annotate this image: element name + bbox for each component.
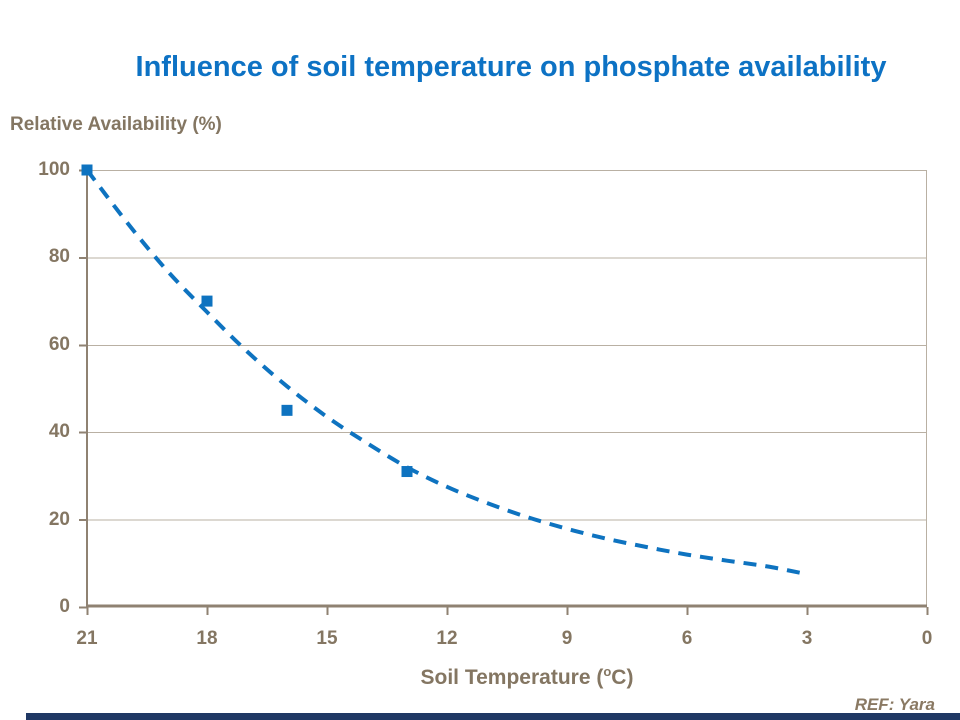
y-tick-label: 20	[48, 508, 70, 530]
y-tick-label: 0	[59, 596, 70, 617]
y-tick-label: 60	[48, 333, 70, 355]
data-point-marker	[81, 164, 93, 176]
y-tick-label: 80	[48, 246, 70, 268]
x-axis-title-text: Soil Temperature (	[420, 666, 604, 689]
y-tick-label: 100	[38, 159, 70, 180]
trendline-dashed	[85, 168, 808, 577]
x-tick-label: 15	[316, 628, 338, 649]
data-point-marker	[201, 295, 213, 307]
data-point-marker	[281, 404, 293, 416]
x-tick-label: 0	[921, 628, 933, 649]
reference-credit: REF: Yara	[854, 695, 935, 714]
x-axis-title-unit: C)	[611, 666, 634, 689]
y-tick-label: 40	[48, 421, 70, 443]
degree-superscript: o	[603, 664, 612, 679]
footer-bar	[26, 713, 960, 720]
x-tick-label: 18	[196, 628, 218, 649]
x-tick-label: 6	[681, 628, 693, 649]
y-axis-title: Relative Availability (%)	[10, 114, 222, 135]
x-tick-label: 12	[436, 628, 458, 649]
plot-border	[87, 170, 927, 607]
data-point-marker	[401, 466, 413, 478]
x-tick-label: 9	[561, 628, 573, 649]
x-axis-title: Soil Temperature (oC)	[0, 664, 960, 690]
x-tick-label: 3	[801, 628, 813, 649]
x-tick-label: 21	[76, 628, 98, 649]
chart-title: Influence of soil temperature on phospha…	[135, 51, 887, 83]
